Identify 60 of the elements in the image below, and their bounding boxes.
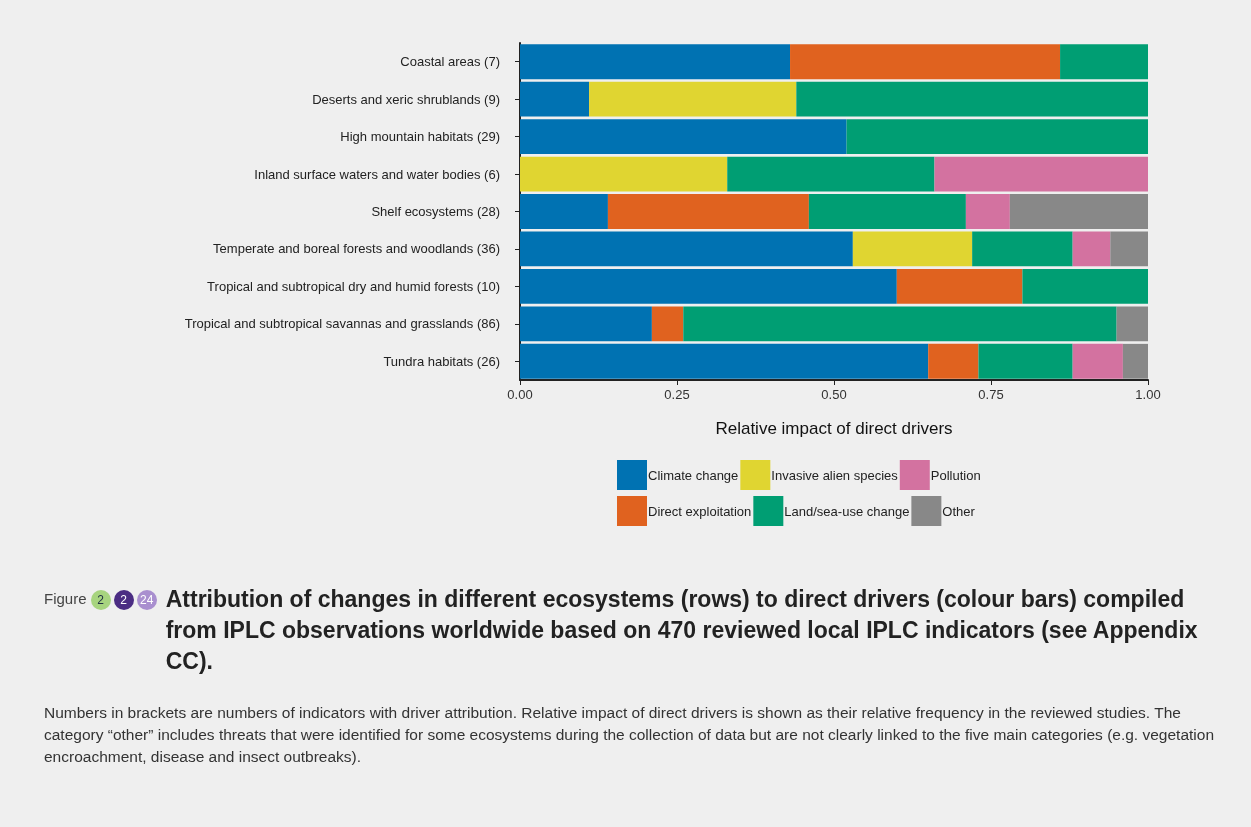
x-tick-label: 1.00 xyxy=(1135,387,1161,402)
bar xyxy=(683,306,1117,342)
legend-label: Other xyxy=(942,503,976,519)
x-axis-title: Relative impact of direct drivers xyxy=(715,419,953,438)
bar xyxy=(1116,306,1148,342)
bar xyxy=(607,194,809,229)
bar xyxy=(1009,194,1148,229)
bar xyxy=(1122,343,1148,379)
bar xyxy=(520,44,791,80)
text: Attribution of changes in different ecosystems (rows) to direct drivers (colour bars) compiled from IPLC observations worldwide based on 470 reviewed local IPLC indicators (see Appendix CC). xyxy=(165,585,1199,676)
text: 2 xyxy=(113,590,134,611)
x-tick-label: 0.00 xyxy=(507,387,533,402)
bar xyxy=(934,156,1148,192)
y-tick-label: High mountain habitats (29) xyxy=(340,129,500,145)
bar xyxy=(1060,44,1148,80)
bar xyxy=(972,231,1073,267)
legend-label: Climate change xyxy=(648,467,739,483)
bar xyxy=(852,231,973,267)
legend-label: Direct exploitation xyxy=(648,503,752,519)
bar xyxy=(1110,231,1148,267)
bar xyxy=(896,268,1023,304)
text: 2 xyxy=(90,590,111,611)
bar xyxy=(520,231,853,267)
bar xyxy=(589,81,797,117)
bar xyxy=(727,156,935,192)
text: 24 xyxy=(136,590,157,611)
bar xyxy=(928,343,979,379)
bar xyxy=(1072,343,1123,379)
bar xyxy=(651,306,684,342)
y-tick-label: Shelf ecosystems (28) xyxy=(371,204,500,219)
x-tick-label: 0.50 xyxy=(821,387,847,402)
bar xyxy=(978,343,1073,379)
legend-label: Land/sea-use change xyxy=(784,503,910,519)
y-tick-label: Coastal areas (7) xyxy=(400,54,500,70)
bar xyxy=(520,268,897,304)
y-tick-label: Inland surface waters and water bodies (6) xyxy=(254,166,500,182)
bar xyxy=(796,81,1148,117)
y-tick-label: Tundra habitats (26) xyxy=(383,353,500,369)
bar xyxy=(520,81,590,117)
bar xyxy=(965,194,1010,229)
bar xyxy=(520,194,608,229)
bar xyxy=(1022,268,1148,304)
y-tick-label: Deserts and xeric shrublands (9) xyxy=(312,91,500,107)
bar xyxy=(808,194,966,229)
x-tick-label: 0.25 xyxy=(664,387,690,402)
x-tick-label: 0.75 xyxy=(978,387,1004,402)
bar xyxy=(1072,231,1111,267)
text: Numbers in brackets are numbers of indicators with driver attribution. Relative impact of direct drivers is shown as their relative frequency in the reviewed studies. The category “other” includes threats that were identified for some ecosystems during the collection of data but are not clearly linked to the five main categories (e.g. vegetation encroachment, disease and insect outbreaks). xyxy=(44,703,1215,767)
bar xyxy=(520,343,929,379)
text: Figure xyxy=(44,590,87,607)
bar xyxy=(846,119,1148,155)
bar xyxy=(520,119,847,155)
legend-label: Pollution xyxy=(930,467,981,483)
bar xyxy=(520,306,652,342)
legend-label: Invasive alien species xyxy=(771,467,899,483)
y-tick-label: Tropical and subtropical dry and humid forests (10) xyxy=(207,278,500,294)
y-tick-label: Tropical and subtropical savannas and grasslands (86) xyxy=(184,316,500,332)
bar xyxy=(790,44,1061,80)
bar xyxy=(520,156,728,192)
y-tick-label: Temperate and boreal forests and woodlands (36) xyxy=(213,241,500,257)
